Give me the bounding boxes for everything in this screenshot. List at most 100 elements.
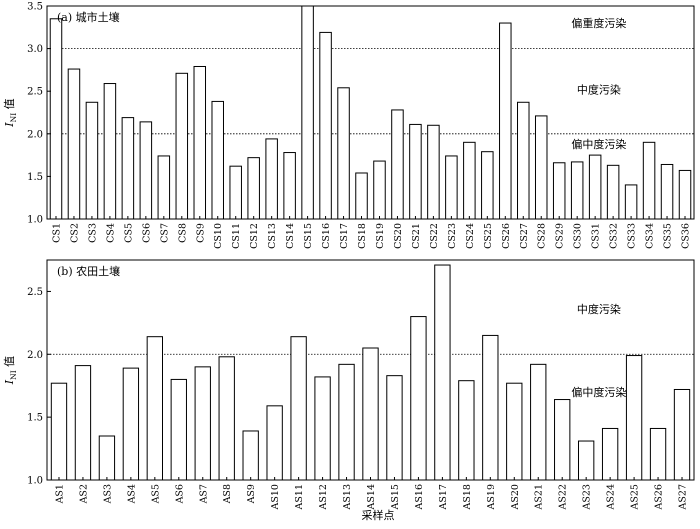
zone-label: 偏重度污染 xyxy=(571,16,626,30)
y-axis-title-main: I xyxy=(3,122,16,128)
x-tick-label-cs5: CS5 xyxy=(123,223,134,243)
x-tick-label-as9: AS9 xyxy=(246,484,257,504)
x-tick-label-cs11: CS11 xyxy=(231,223,242,249)
bar-cs36 xyxy=(678,169,692,220)
x-tick-label-cs18: CS18 xyxy=(357,223,368,249)
x-tick-label-cs15: CS15 xyxy=(303,223,314,249)
x-tick-label-as18: AS18 xyxy=(462,484,473,510)
bar-cs15 xyxy=(301,5,314,220)
y-axis-title: INI 值 xyxy=(3,98,18,127)
y-axis-title-subscript: NI xyxy=(9,113,18,123)
x-tick-label-cs36: CS36 xyxy=(681,223,692,249)
x-tick-label-as14: AS14 xyxy=(366,484,377,510)
bar-as27 xyxy=(673,388,691,481)
x-tick-label-as22: AS22 xyxy=(558,484,569,510)
y-tick-label: 3.0 xyxy=(27,44,43,55)
x-tick-label-as12: AS12 xyxy=(318,484,329,510)
x-tick-label-as27: AS27 xyxy=(678,484,689,510)
bar-cs20 xyxy=(391,109,404,220)
bar-cs19 xyxy=(373,160,386,220)
bar-as6 xyxy=(170,378,187,481)
x-tick-label-cs8: CS8 xyxy=(177,223,188,243)
bar-cs34 xyxy=(642,141,656,220)
bar-as13 xyxy=(338,363,355,481)
bar-as18 xyxy=(458,380,475,481)
x-tick-label-cs33: CS33 xyxy=(627,223,638,249)
x-tick-label-cs21: CS21 xyxy=(411,223,422,249)
bar-cs31 xyxy=(588,154,602,220)
x-tick-label-cs19: CS19 xyxy=(375,223,386,249)
y-tick-label: 2.5 xyxy=(27,87,43,98)
bar-as8 xyxy=(218,356,235,481)
x-tick-label-as20: AS20 xyxy=(510,484,521,510)
bar-as16 xyxy=(410,316,427,481)
x-tick-label-as19: AS19 xyxy=(486,484,497,510)
bar-cs16 xyxy=(319,31,332,220)
y-tick-label: 2.0 xyxy=(27,129,43,140)
bar-as19 xyxy=(482,334,499,481)
bar-as25 xyxy=(625,355,643,481)
bar-cs29 xyxy=(552,162,566,220)
bar-cs9 xyxy=(193,65,207,220)
x-tick-label-cs13: CS13 xyxy=(267,223,278,249)
panel-b: 1.0 1.5 2.0 2.5 AS1 AS2 AS3 AS4 AS5 AS6 AS7 AS8 AS9 A… xyxy=(3,259,695,510)
bar-cs10 xyxy=(211,100,224,220)
x-tick-label-cs29: CS29 xyxy=(555,223,566,249)
bar-as21 xyxy=(530,363,547,481)
x-tick-label-cs22: CS22 xyxy=(429,223,440,249)
y-tick-label: 3.5 xyxy=(27,2,43,13)
bar-cs12 xyxy=(247,157,260,220)
bar-cs11 xyxy=(229,165,242,220)
y-tick-label: 2.0 xyxy=(27,350,43,361)
x-tick-label-cs10: CS10 xyxy=(213,223,224,249)
zone-label: 偏中度污染 xyxy=(571,137,626,151)
y-axis-title-main: I xyxy=(3,379,16,385)
x-tick-label-cs7: CS7 xyxy=(159,223,170,243)
bar-cs2 xyxy=(67,68,81,220)
bar-cs23 xyxy=(445,155,458,220)
x-tick-label-cs2: CS2 xyxy=(69,223,80,243)
bar-cs1 xyxy=(49,18,63,220)
y-axis-title: INI 值 xyxy=(3,356,18,385)
x-tick-label-cs27: CS27 xyxy=(519,223,530,249)
bar-as12 xyxy=(314,376,331,481)
bar-as5 xyxy=(146,336,164,481)
bar-as22 xyxy=(554,399,571,481)
y-axis-title-subscript: NI xyxy=(9,370,18,380)
bar-cs26 xyxy=(499,22,512,220)
x-tick-label-cs28: CS28 xyxy=(537,223,548,249)
x-tick-label-cs12: CS12 xyxy=(249,223,260,249)
y-tick-label: 2.5 xyxy=(27,287,43,298)
x-tick-label-as10: AS10 xyxy=(270,484,281,510)
x-tick-label-as16: AS16 xyxy=(414,484,425,510)
x-tick-label-cs35: CS35 xyxy=(663,223,674,249)
y-axis-title-suffix: 值 xyxy=(3,356,16,371)
x-tick-label-cs20: CS20 xyxy=(393,223,404,249)
bar-as23 xyxy=(577,440,595,481)
bar-as10 xyxy=(266,405,283,481)
bar-as24 xyxy=(601,427,619,481)
x-tick-label-as26: AS26 xyxy=(654,484,665,510)
x-axis-title: 采样点 xyxy=(362,508,395,522)
bar-cs35 xyxy=(660,163,674,220)
bar-cs17 xyxy=(337,87,350,220)
x-tick-label-as23: AS23 xyxy=(582,484,593,510)
x-tick-label-cs16: CS16 xyxy=(321,223,332,249)
x-tick-label-as21: AS21 xyxy=(534,484,545,510)
x-tick-label-cs34: CS34 xyxy=(645,223,656,249)
bar-cs13 xyxy=(265,138,278,220)
bar-as15 xyxy=(386,375,403,481)
bar-as26 xyxy=(649,427,667,481)
x-tick-label-as2: AS2 xyxy=(78,484,89,504)
bar-cs30 xyxy=(570,161,584,220)
x-tick-label-cs23: CS23 xyxy=(447,223,458,249)
x-tick-label-as3: AS3 xyxy=(102,484,113,504)
bar-cs21 xyxy=(409,123,422,220)
bar-cs14 xyxy=(283,152,296,220)
x-tick-label-as7: AS7 xyxy=(198,484,209,504)
bar-cs6 xyxy=(139,121,153,220)
y-tick-label: 1.5 xyxy=(27,172,43,183)
bar-cs5 xyxy=(121,117,135,220)
x-tick-label-cs26: CS26 xyxy=(501,223,512,249)
bar-cs32 xyxy=(606,164,620,220)
